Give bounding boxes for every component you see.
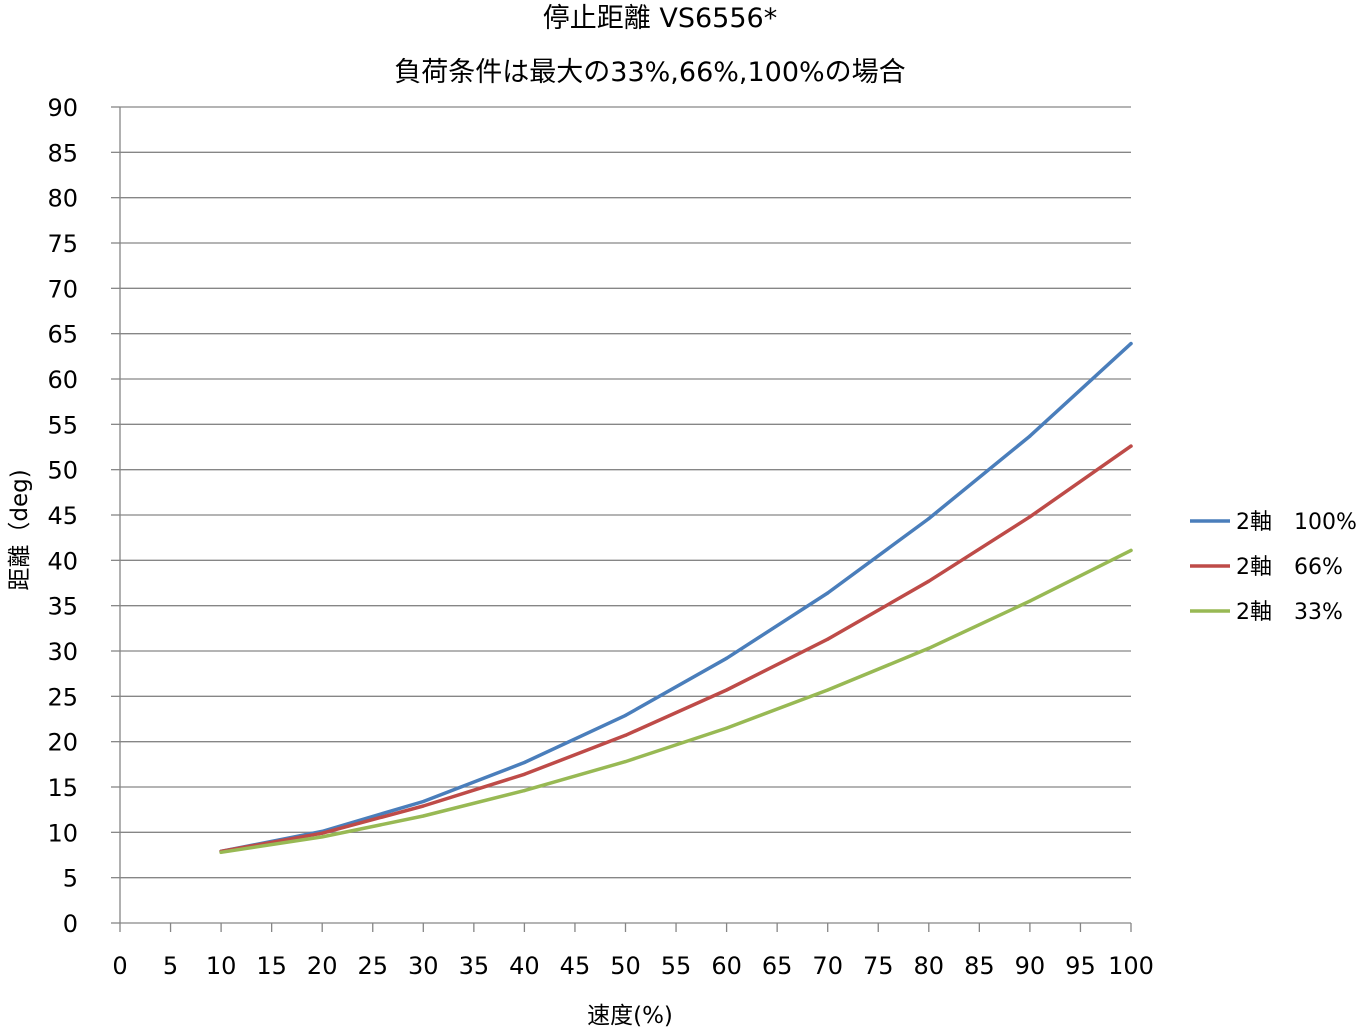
y-tick-label: 15 xyxy=(47,774,78,802)
x-tick-label: 15 xyxy=(256,952,287,980)
series-line-3 xyxy=(219,548,1133,855)
y-tick-labels: 0 5 10 15 20 25 30 35 40 45 50 55 60 65 70 75 80 85 90 xyxy=(47,94,78,938)
x-tick-label: 70 xyxy=(812,952,843,980)
data-point xyxy=(1129,548,1133,552)
x-tick-label: 60 xyxy=(711,952,742,980)
data-point xyxy=(522,789,527,793)
x-tick-label: 5 xyxy=(163,952,178,980)
y-tick-label: 0 xyxy=(63,910,78,938)
x-tick-label: 85 xyxy=(964,952,995,980)
y-tick-label: 60 xyxy=(47,366,78,394)
y-tick-label: 30 xyxy=(47,638,78,666)
y-tick-label: 40 xyxy=(47,547,78,575)
data-point xyxy=(320,831,324,835)
data-point xyxy=(826,637,830,641)
x-tick-label: 50 xyxy=(610,952,641,980)
data-point xyxy=(623,760,628,764)
data-point xyxy=(623,713,628,717)
y-tick-label: 70 xyxy=(47,275,78,303)
data-point xyxy=(725,726,729,730)
x-tick-label: 65 xyxy=(762,952,793,980)
y-tick-label: 75 xyxy=(47,230,78,258)
y-tick-label: 55 xyxy=(47,411,78,439)
data-point xyxy=(623,733,628,737)
x-tick-label: 20 xyxy=(307,952,338,980)
x-tick-label: 45 xyxy=(560,952,591,980)
x-tick-label: 0 xyxy=(112,952,127,980)
data-point xyxy=(421,804,425,808)
data-point xyxy=(421,814,425,818)
data-point xyxy=(725,688,729,692)
x-axis-label: 速度(%) xyxy=(587,1003,673,1028)
y-tick-label: 35 xyxy=(47,593,78,621)
legend-label: 2軸 66% xyxy=(1236,555,1343,580)
gridlines xyxy=(120,106,1131,879)
data-point xyxy=(522,760,527,765)
y-tick-label: 50 xyxy=(47,457,78,485)
axes xyxy=(111,106,1132,932)
series-line-2 xyxy=(219,444,1133,854)
y-axis-label: 距離（deg) xyxy=(7,469,33,590)
data-point xyxy=(1028,515,1032,519)
x-tick-label: 30 xyxy=(408,952,439,980)
x-tick-label: 25 xyxy=(357,952,388,980)
data-point xyxy=(725,656,729,660)
legend-label: 2軸 100% xyxy=(1236,510,1357,535)
series-lines xyxy=(219,341,1133,855)
data-point xyxy=(927,579,931,583)
y-tick-label: 80 xyxy=(47,185,78,213)
y-tick-label: 45 xyxy=(47,502,78,530)
data-point xyxy=(826,591,830,595)
data-point xyxy=(1129,444,1133,448)
x-tick-labels: 0 5 10 15 20 25 30 35 40 45 50 55 60 65 70 75 80 85 90 95 10… xyxy=(112,952,1154,980)
x-tick-label: 40 xyxy=(509,952,540,980)
x-tick-label: 95 xyxy=(1065,952,1096,980)
y-tick-label: 5 xyxy=(63,865,78,893)
y-tick-label: 20 xyxy=(47,729,78,757)
y-tick-label: 10 xyxy=(47,819,78,847)
x-tick-label: 80 xyxy=(914,952,945,980)
x-tick-label: 10 xyxy=(206,952,237,980)
data-point xyxy=(1129,342,1133,346)
data-point xyxy=(826,688,830,692)
data-point xyxy=(1028,599,1032,603)
x-tick-label: 100 xyxy=(1108,952,1154,980)
y-tick-label: 85 xyxy=(47,139,78,167)
legend-item: 2軸 33% xyxy=(1190,600,1343,625)
chart-subtitle: 負荷条件は最大の33%,66%,100%の場合 xyxy=(394,57,905,88)
x-tick-label: 75 xyxy=(863,952,894,980)
data-point xyxy=(927,517,931,521)
series-line-1 xyxy=(219,341,1133,854)
y-tick-label: 90 xyxy=(47,94,78,122)
x-tick-label: 35 xyxy=(459,952,490,980)
legend-label: 2軸 33% xyxy=(1236,600,1343,625)
legend-item: 2軸 100% xyxy=(1190,510,1357,535)
legend: 2軸 100% 2軸 66% 2軸 33% xyxy=(1190,510,1357,625)
data-point xyxy=(219,850,223,854)
data-point xyxy=(320,835,324,839)
data-point xyxy=(927,646,931,650)
x-tick-label: 90 xyxy=(1015,952,1046,980)
data-point xyxy=(522,772,527,776)
y-tick-label: 65 xyxy=(47,321,78,349)
legend-item: 2軸 66% xyxy=(1190,555,1343,580)
y-tick-label: 25 xyxy=(47,683,78,711)
x-tick-label: 55 xyxy=(661,952,692,980)
data-point xyxy=(421,799,425,804)
chart-title: 停止距離 VS6556* xyxy=(543,3,777,34)
data-point xyxy=(1028,434,1032,438)
